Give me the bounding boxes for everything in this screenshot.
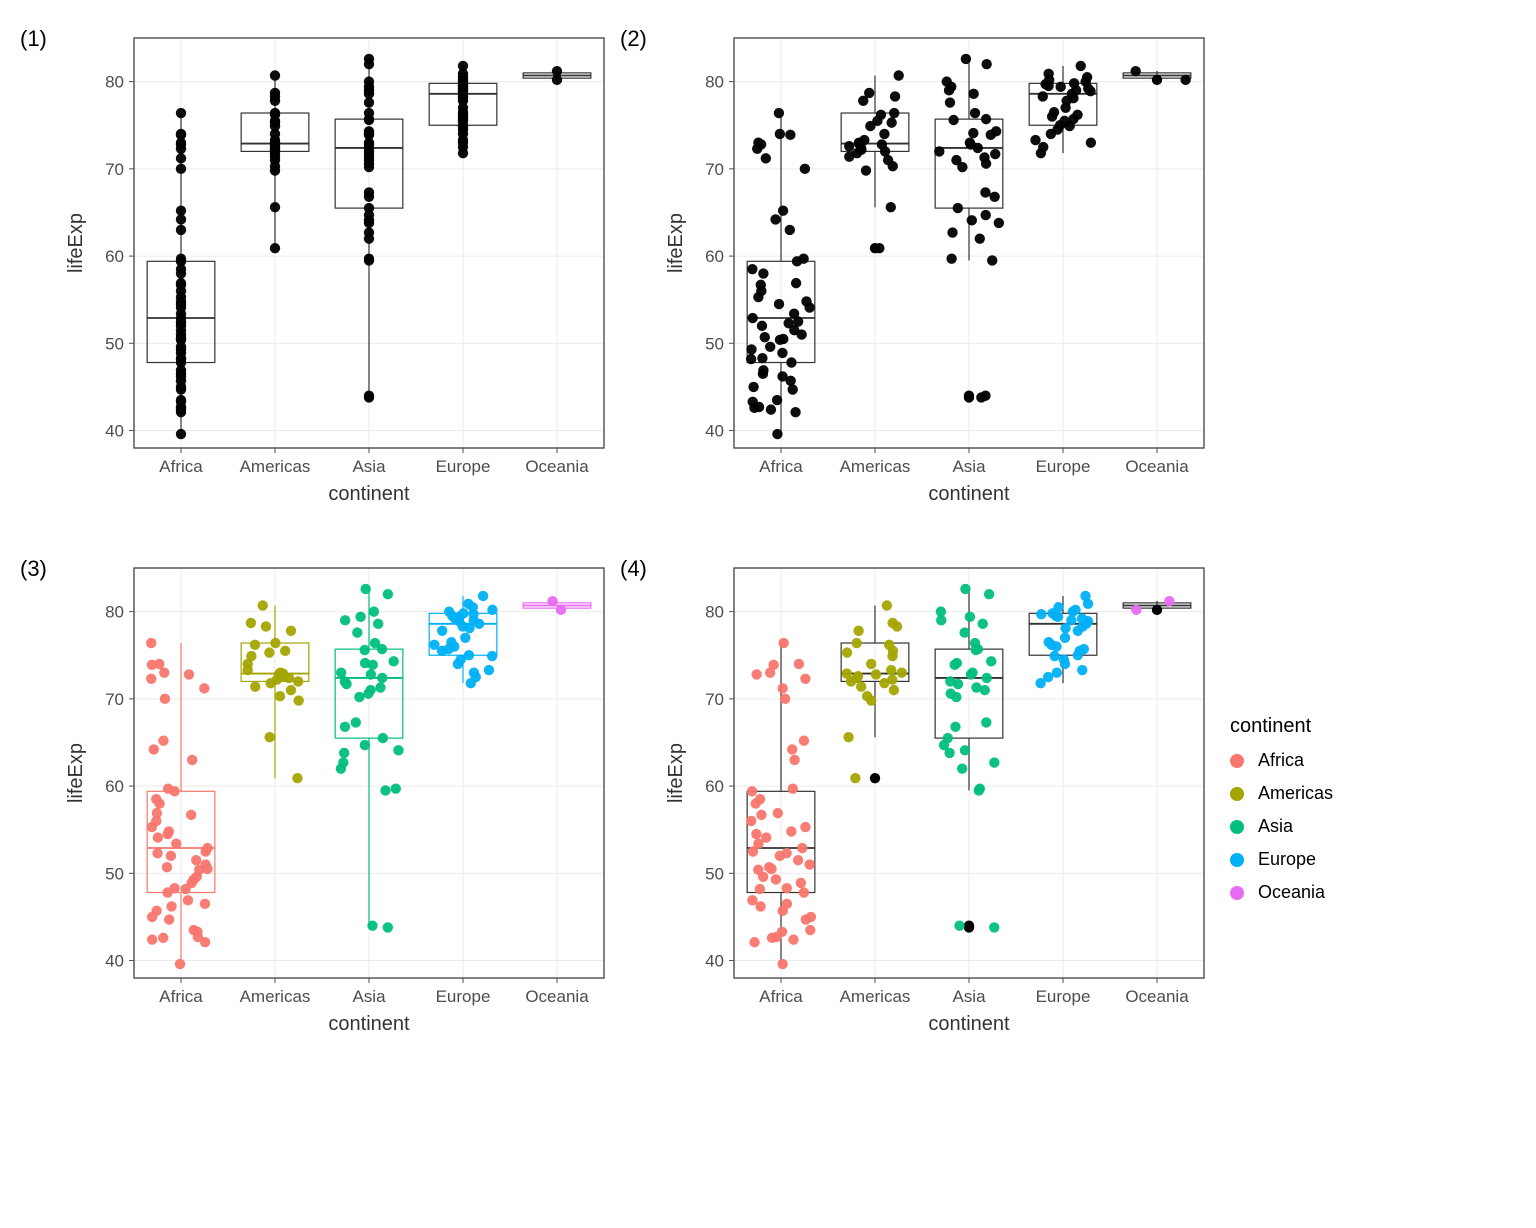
svg-text:Asia: Asia xyxy=(352,457,386,476)
svg-text:Europe: Europe xyxy=(1036,457,1091,476)
svg-text:Africa: Africa xyxy=(159,987,203,1006)
svg-text:60: 60 xyxy=(105,777,124,796)
legend-item: Oceania xyxy=(1230,882,1333,903)
panel-4: (4) 40 50 60 70 80 Africa Americas Asia Europe Oce… xyxy=(620,550,1220,1050)
legend-item: Asia xyxy=(1230,816,1333,837)
svg-text:40: 40 xyxy=(705,422,724,441)
svg-text:Oceania: Oceania xyxy=(525,457,589,476)
svg-text:continent: continent xyxy=(328,1013,410,1035)
svg-text:Asia: Asia xyxy=(952,987,986,1006)
svg-text:50: 50 xyxy=(705,334,724,353)
svg-text:70: 70 xyxy=(705,160,724,179)
svg-text:Oceania: Oceania xyxy=(1125,457,1189,476)
panel-label: (1) xyxy=(20,20,56,52)
chart-svg: 40 50 60 70 80 Africa Americas Asia Europe Oceani… xyxy=(656,20,1216,520)
panel-label: (3) xyxy=(20,550,56,582)
svg-text:Africa: Africa xyxy=(759,457,803,476)
legend-item: Americas xyxy=(1230,783,1333,804)
svg-text:lifeExp: lifeExp xyxy=(665,743,687,803)
svg-text:80: 80 xyxy=(105,73,124,92)
legend-swatch xyxy=(1230,787,1244,801)
svg-text:60: 60 xyxy=(705,247,724,266)
panel-3: (3) 40 50 60 70 80 Africa Americas Asia Europe Oce… xyxy=(20,550,620,1050)
svg-text:40: 40 xyxy=(105,422,124,441)
svg-text:Asia: Asia xyxy=(352,987,386,1006)
chart-svg: 40 50 60 70 80 Africa Americas Asia Europe Oceani… xyxy=(56,550,616,1050)
panel-1: (1) 40 50 60 70 80 Africa Americas Asia Europe Oce… xyxy=(20,20,620,520)
chart-svg: 40 50 60 70 80 Africa Americas Asia Europe Oceani… xyxy=(56,20,616,520)
svg-text:Asia: Asia xyxy=(952,457,986,476)
svg-text:40: 40 xyxy=(705,952,724,971)
svg-text:Africa: Africa xyxy=(159,457,203,476)
svg-text:Americas: Americas xyxy=(240,457,311,476)
svg-text:Oceania: Oceania xyxy=(1125,987,1189,1006)
svg-text:50: 50 xyxy=(705,864,724,883)
svg-text:Americas: Americas xyxy=(840,987,911,1006)
legend-label: Africa xyxy=(1258,750,1304,771)
legend-label: Americas xyxy=(1258,783,1333,804)
svg-text:70: 70 xyxy=(705,690,724,709)
panel-label: (4) xyxy=(620,550,656,582)
svg-text:Europe: Europe xyxy=(436,987,491,1006)
legend-swatch xyxy=(1230,820,1244,834)
svg-text:Europe: Europe xyxy=(436,457,491,476)
svg-text:Americas: Americas xyxy=(240,987,311,1006)
legend-swatch xyxy=(1230,886,1244,900)
svg-text:40: 40 xyxy=(105,952,124,971)
legend-item: Europe xyxy=(1230,849,1333,870)
svg-text:continent: continent xyxy=(928,1013,1010,1035)
svg-text:continent: continent xyxy=(928,483,1010,505)
legend-label: Asia xyxy=(1258,816,1293,837)
svg-text:60: 60 xyxy=(105,247,124,266)
svg-text:Africa: Africa xyxy=(759,987,803,1006)
svg-text:continent: continent xyxy=(328,483,410,505)
svg-text:70: 70 xyxy=(105,160,124,179)
chart-grid: (1) 40 50 60 70 80 Africa Americas Asia Europe Oce… xyxy=(20,20,1516,1080)
legend-swatch xyxy=(1230,754,1244,768)
svg-text:lifeExp: lifeExp xyxy=(665,213,687,273)
svg-text:50: 50 xyxy=(105,334,124,353)
panel-label: (2) xyxy=(620,20,656,52)
svg-text:60: 60 xyxy=(705,777,724,796)
svg-text:50: 50 xyxy=(105,864,124,883)
legend-label: Europe xyxy=(1258,849,1316,870)
legend-label: Oceania xyxy=(1258,882,1325,903)
legend-title: continent xyxy=(1230,715,1333,738)
panel-2: (2) 40 50 60 70 80 Africa Americas Asia Europe Oce… xyxy=(620,20,1220,520)
svg-text:Europe: Europe xyxy=(1036,987,1091,1006)
legend: continent Africa Americas Asia Europe Oceania xyxy=(1220,715,1333,915)
svg-text:Americas: Americas xyxy=(840,457,911,476)
svg-text:80: 80 xyxy=(705,73,724,92)
svg-text:lifeExp: lifeExp xyxy=(65,213,87,273)
svg-text:Oceania: Oceania xyxy=(525,987,589,1006)
chart-svg: 40 50 60 70 80 Africa Americas Asia Europe Oceani… xyxy=(656,550,1216,1050)
legend-item: Africa xyxy=(1230,750,1333,771)
svg-text:lifeExp: lifeExp xyxy=(65,743,87,803)
legend-swatch xyxy=(1230,853,1244,867)
svg-text:80: 80 xyxy=(705,603,724,622)
svg-text:70: 70 xyxy=(105,690,124,709)
svg-text:80: 80 xyxy=(105,603,124,622)
